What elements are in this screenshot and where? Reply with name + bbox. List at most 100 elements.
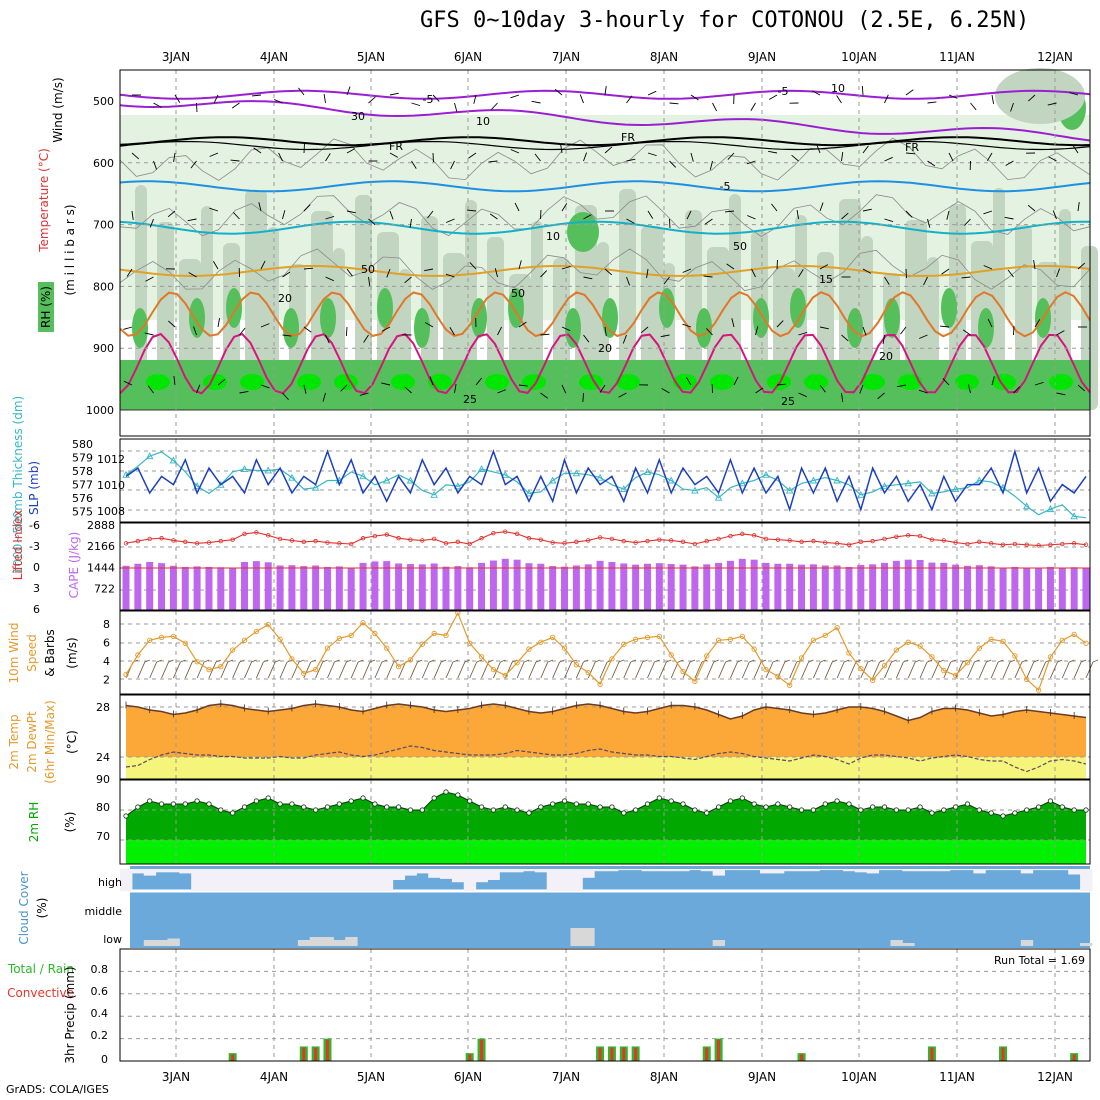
rh-core-100: [334, 374, 358, 390]
rh2m-marker: [964, 801, 971, 807]
cape-bar: [928, 562, 936, 610]
rh2m-marker: [621, 810, 627, 816]
surface-wind-barb: [860, 661, 869, 679]
cape-bar: [288, 565, 296, 610]
cape-bar: [833, 565, 841, 610]
surface-wind-barb: [658, 661, 667, 679]
cape-tick-label: 2888: [87, 519, 115, 532]
wind-barb: [518, 260, 522, 270]
precip-convective-label: Convective: [7, 986, 74, 1000]
wind-barb: [126, 268, 133, 277]
surface-wind-barb: [694, 661, 703, 679]
thickness-marker: [904, 479, 912, 487]
lifted-index-marker: [906, 533, 911, 538]
slp-panel-frame: [119, 438, 1091, 523]
surface-wind-barb: [452, 659, 459, 663]
surface-wind-barb: [689, 659, 696, 663]
surface-wind-barb: [725, 659, 731, 663]
wind-barb: [690, 152, 694, 162]
surface-wind-barb: [381, 659, 388, 663]
rh2m-marker: [550, 801, 556, 807]
contour-label: -5: [423, 93, 434, 106]
temperature-contour-line: [119, 332, 1091, 395]
thickness-marker: [145, 452, 154, 460]
day-label-top: 10JAN: [841, 50, 877, 64]
cloud-high-clear-bar: [155, 869, 168, 873]
surface-wind-barb: [469, 661, 478, 679]
temperature-tick-label: 24: [96, 751, 110, 764]
cape-bar: [691, 566, 699, 610]
cape-bar: [312, 565, 320, 610]
rh-plume-90: [602, 298, 618, 338]
wind-barb: [368, 96, 376, 104]
cape-bar: [940, 562, 948, 610]
cloud-axis-label: Cloud Cover: [17, 871, 31, 944]
wind-speed-marker: [775, 673, 781, 680]
rh-core-100: [767, 374, 791, 390]
wind-barb: [919, 334, 928, 339]
wind-barb: [168, 320, 176, 328]
cape-bar: [572, 565, 580, 610]
lifted-index-marker: [787, 538, 792, 543]
cape-bar: [525, 563, 533, 610]
wind-barb: [900, 326, 907, 335]
lifted-index-marker: [668, 538, 674, 543]
surface-wind-barb: [196, 661, 205, 679]
rh2m-marker: [241, 804, 248, 810]
rh2m-marker: [407, 807, 414, 813]
cloud-high-clear-bar: [120, 869, 133, 891]
thickness-marker: [1046, 505, 1055, 513]
surface-wind-barb: [583, 659, 589, 663]
cloud-low-bar: [712, 940, 726, 946]
cloud-high-clear-bar: [499, 869, 512, 873]
cape-bar: [501, 558, 509, 610]
lifted-index-marker: [147, 536, 152, 542]
wind-barb: [626, 158, 636, 162]
lifted-index-marker: [799, 539, 804, 545]
cloud-high-clear-bar: [546, 869, 560, 891]
cape-bar: [845, 566, 853, 610]
cape-bar: [1046, 566, 1054, 610]
wind-barb: [647, 90, 657, 96]
wind-barb: [1072, 145, 1079, 154]
rh-core-100: [297, 374, 321, 390]
lifted-index-marker: [823, 540, 828, 545]
rh-plume-90: [471, 298, 487, 338]
surface-wind-barb: [931, 661, 940, 679]
rh-plume-70: [465, 200, 477, 410]
wind-barb: [640, 326, 649, 334]
rh-legend-swatch: [38, 282, 54, 332]
surface-wind-barb: [967, 661, 975, 679]
wind-barb: [217, 378, 226, 386]
wind-barb: [704, 218, 713, 225]
cloud-high-clear-bar: [167, 869, 180, 873]
wind-barb: [491, 102, 498, 110]
lifted-index-marker: [266, 533, 271, 538]
wind-barb: [862, 145, 869, 154]
lifted-index-marker: [988, 541, 994, 546]
wind-tick-label: 2: [103, 674, 110, 687]
wind-speed-marker: [941, 667, 947, 674]
wind-barb: [389, 210, 394, 220]
cloud-low-bar: [570, 928, 583, 946]
cape-bar: [1011, 566, 1019, 610]
wind10-axis-label-barbs: & Barbs: [43, 629, 57, 677]
rh-plume-70: [1059, 209, 1071, 410]
lifted-index-marker: [645, 538, 650, 544]
rh-core-100: [146, 374, 170, 390]
wind-speed-marker: [230, 647, 236, 653]
cloud-high-clear-bar: [451, 869, 465, 883]
cape-bar: [632, 564, 640, 610]
temperature-tick-label: 28: [96, 701, 110, 714]
rh-plume-70: [729, 194, 741, 410]
rh2m-marker: [941, 807, 947, 813]
thickness-marker: [548, 476, 557, 484]
day-label-bottom: 3JAN: [162, 1070, 190, 1084]
surface-wind-barb: [492, 661, 501, 679]
cape-bar: [264, 562, 272, 610]
wind-barb: [622, 334, 627, 344]
li-tick-label: 3: [33, 582, 40, 595]
thickness-marker: [691, 486, 699, 494]
cape-bar: [229, 567, 237, 610]
wind-speed-marker: [715, 637, 722, 643]
